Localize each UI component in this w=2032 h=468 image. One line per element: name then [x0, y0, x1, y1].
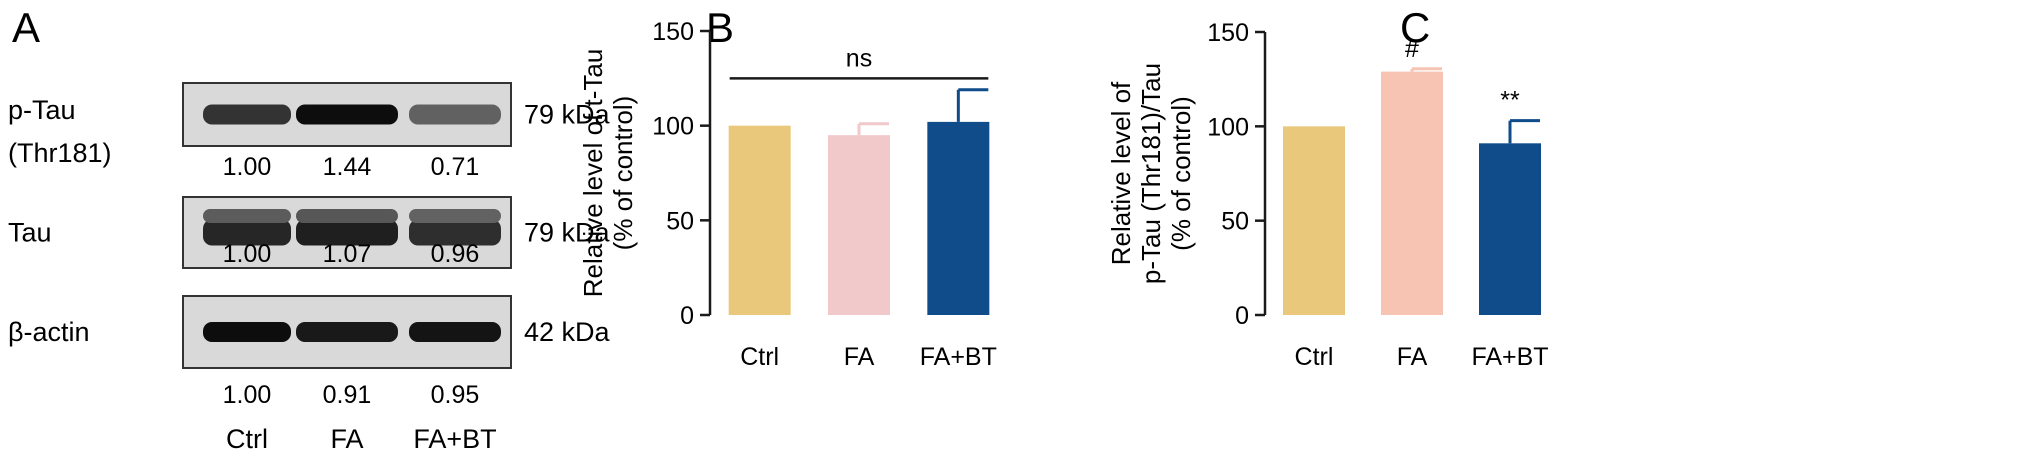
blot-quant-value: 0.96 — [431, 240, 480, 268]
blot-quant-value: 0.71 — [431, 153, 480, 181]
blot-quant-value: 1.00 — [223, 381, 272, 409]
y-axis-title: (% of control) — [1166, 96, 1196, 251]
blot-band — [203, 104, 291, 125]
x-tick-label: FA+BT — [1471, 343, 1548, 371]
blot-band — [203, 219, 291, 246]
x-tick-label: Ctrl — [740, 343, 779, 371]
blot-band — [296, 209, 398, 223]
blot-band — [203, 209, 291, 223]
blot-band — [409, 104, 501, 125]
blot-band — [296, 104, 398, 125]
blot-size-label: 42 kDa — [524, 317, 611, 347]
y-axis-title: Relative level of — [1106, 81, 1136, 265]
bar-fa — [828, 135, 890, 315]
significance-mark: # — [1405, 35, 1419, 63]
significance-mark: ** — [1500, 87, 1520, 115]
blot-lane-label: Ctrl — [226, 424, 268, 454]
y-tick-label: 150 — [652, 18, 694, 46]
blot-quant-value: 0.95 — [431, 381, 480, 409]
blot-lane-label: FA+BT — [413, 424, 496, 454]
blot-band — [409, 209, 501, 223]
bar-ctrl — [728, 125, 791, 316]
blot-quant-value: 1.07 — [323, 240, 372, 268]
blot-quant-value: 0.91 — [323, 381, 372, 409]
blot-band — [296, 322, 398, 342]
blot-size-label: 79 kDa — [524, 218, 611, 248]
bar-fa — [1381, 71, 1443, 316]
y-tick-label: 100 — [1207, 113, 1249, 141]
x-tick-label: FA — [844, 343, 875, 371]
x-tick-label: FA — [1397, 343, 1428, 371]
blot-quant-value: 1.44 — [323, 153, 372, 181]
blot-band — [409, 322, 501, 342]
blot-row-label: p-Tau — [8, 95, 76, 125]
y-axis-title: p-Tau (Thr181)/Tau — [1136, 63, 1166, 284]
x-tick-label: FA+BT — [920, 343, 997, 371]
y-tick-label: 50 — [666, 207, 694, 235]
y-axis-title: Relative level of t-Tau — [578, 49, 608, 298]
blot-quant-value: 1.00 — [223, 240, 272, 268]
western-blot: p-Tau (Thr181) 79 kDa 1.00 1.44 0.71 Tau 79 kDa… — [8, 82, 611, 454]
blot-row-label2: (Thr181) — [8, 138, 112, 168]
y-tick-label: 0 — [1235, 302, 1249, 330]
x-tick-label: Ctrl — [1295, 343, 1334, 371]
significance-label: ns — [846, 44, 872, 72]
blot-lane-label: FA — [330, 424, 363, 454]
panel-letter-c: C — [1400, 4, 1430, 51]
blot-band — [296, 219, 398, 246]
bar-ctrl — [1283, 126, 1345, 315]
bar-fa-bt — [927, 121, 990, 315]
blot-band — [203, 322, 291, 342]
y-axis-title: (% of control) — [608, 96, 638, 251]
blot-row-label: β-actin — [8, 317, 90, 347]
chart-p-tau-ratio: 0 50 100 150 Ctrl FA FA+BT Relative level of p-T… — [1106, 19, 1549, 371]
y-tick-label: 100 — [652, 113, 694, 141]
blot-band — [409, 219, 501, 246]
blot-size-label: 79 kDa — [524, 100, 611, 130]
y-tick-label: 50 — [1221, 208, 1249, 236]
y-tick-label: 150 — [1207, 19, 1249, 47]
blot-row-label: Tau — [8, 218, 52, 248]
bar-fa-bt — [1479, 143, 1541, 315]
chart-t-tau: 0 50 100 150 Ctrl FA FA+BT Relative level of t-… — [578, 18, 997, 371]
y-tick-label: 0 — [680, 302, 694, 330]
panel-letter-a: A — [12, 4, 40, 51]
blot-quant-value: 1.00 — [223, 153, 272, 181]
